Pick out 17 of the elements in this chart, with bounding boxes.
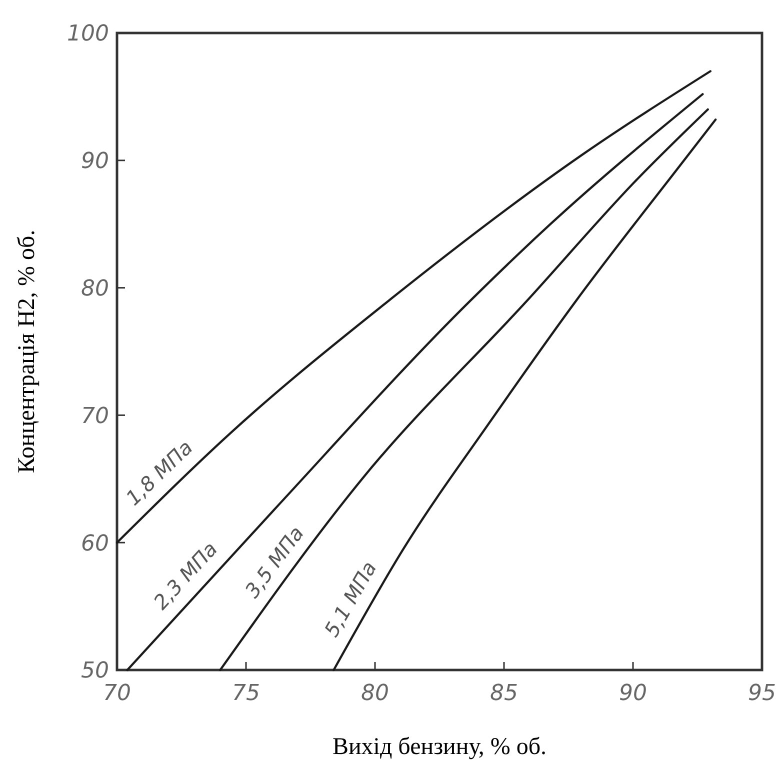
line-series (126, 93, 704, 672)
y-tick-label: 80 (81, 276, 109, 302)
x-tick-label: 85 (490, 681, 518, 706)
x-tick-label: 95 (748, 681, 776, 706)
x-axis-title: Вихід бензину, % об. (332, 734, 547, 760)
y-tick-label: 90 (81, 149, 109, 174)
y-axis-title: Концентрація H2, % об. (14, 230, 40, 474)
y-tick-label: 50 (81, 658, 109, 684)
y-tick-label: 100 (67, 22, 109, 47)
x-tick-label: 75 (232, 681, 260, 706)
x-tick-label: 90 (619, 681, 647, 706)
text: 5,1 МПа (319, 557, 382, 641)
y-tick-label: 60 (81, 531, 109, 556)
x-tick-label: 80 (361, 681, 389, 706)
x-tick-label: 70 (103, 681, 131, 706)
y-tick-label: 70 (81, 404, 109, 429)
line-series (219, 108, 709, 672)
